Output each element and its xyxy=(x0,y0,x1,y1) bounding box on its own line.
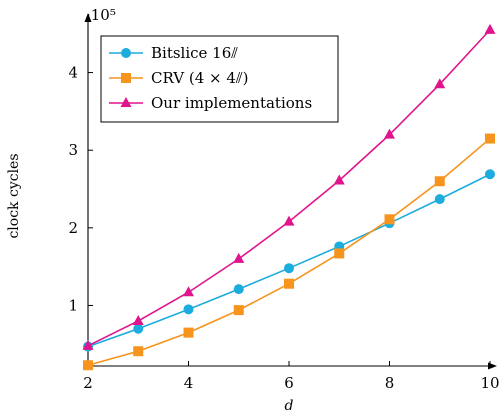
series xyxy=(82,23,496,371)
data-point xyxy=(183,327,194,338)
legend-entry: Bitslice 16⫽ xyxy=(151,44,238,62)
legend-marker xyxy=(121,48,131,58)
data-point xyxy=(133,323,144,334)
data-point xyxy=(333,174,345,185)
x-tick-label: 2 xyxy=(83,374,93,392)
y-tick-label: 3 xyxy=(68,141,78,159)
x-tick-label: 6 xyxy=(284,374,294,392)
data-point xyxy=(83,360,93,371)
data-point xyxy=(485,133,495,144)
data-point xyxy=(485,169,495,180)
x-tick-label: 4 xyxy=(184,374,194,392)
data-point xyxy=(284,278,294,289)
x-axis-label: d xyxy=(285,398,294,414)
legend-entry: Our implementations xyxy=(151,94,312,112)
x-tick-label: 10 xyxy=(480,374,499,392)
data-point xyxy=(384,128,395,139)
series-line xyxy=(87,137,491,366)
y-axis-label: clock cycles xyxy=(6,153,22,238)
series-line xyxy=(87,173,491,348)
data-point xyxy=(233,305,244,316)
y-scale-label: ·10⁵ xyxy=(86,6,116,24)
data-point xyxy=(183,286,194,297)
legend-marker xyxy=(120,97,132,107)
legend-box xyxy=(100,35,339,123)
data-point xyxy=(434,194,445,205)
series-1 xyxy=(83,133,495,371)
data-point xyxy=(133,346,144,357)
data-point xyxy=(283,215,295,226)
data-point xyxy=(434,176,445,187)
data-point xyxy=(183,304,194,315)
data-point xyxy=(434,78,446,89)
legend-entry: CRV (4 × 4⫽) xyxy=(151,69,248,87)
y-tick-label: 2 xyxy=(68,219,78,237)
y-tick-label: 4 xyxy=(68,64,78,82)
legend: Bitslice 16⫽ CRV (4 × 4⫽) Our implementati… xyxy=(100,35,339,123)
data-point xyxy=(82,339,94,350)
x-axis-arrow xyxy=(488,362,497,370)
data-point xyxy=(233,284,244,295)
data-point xyxy=(334,248,345,259)
data-point xyxy=(284,263,294,274)
x-tick-label: 8 xyxy=(385,374,395,392)
data-point xyxy=(132,314,144,325)
data-point xyxy=(384,214,395,225)
legend-marker xyxy=(121,73,131,83)
series-0 xyxy=(83,169,495,352)
data-point xyxy=(484,23,496,34)
data-point xyxy=(233,252,245,263)
y-axis-arrow xyxy=(84,13,92,22)
y-tick-label: 1 xyxy=(68,296,78,314)
series-2 xyxy=(82,23,496,350)
